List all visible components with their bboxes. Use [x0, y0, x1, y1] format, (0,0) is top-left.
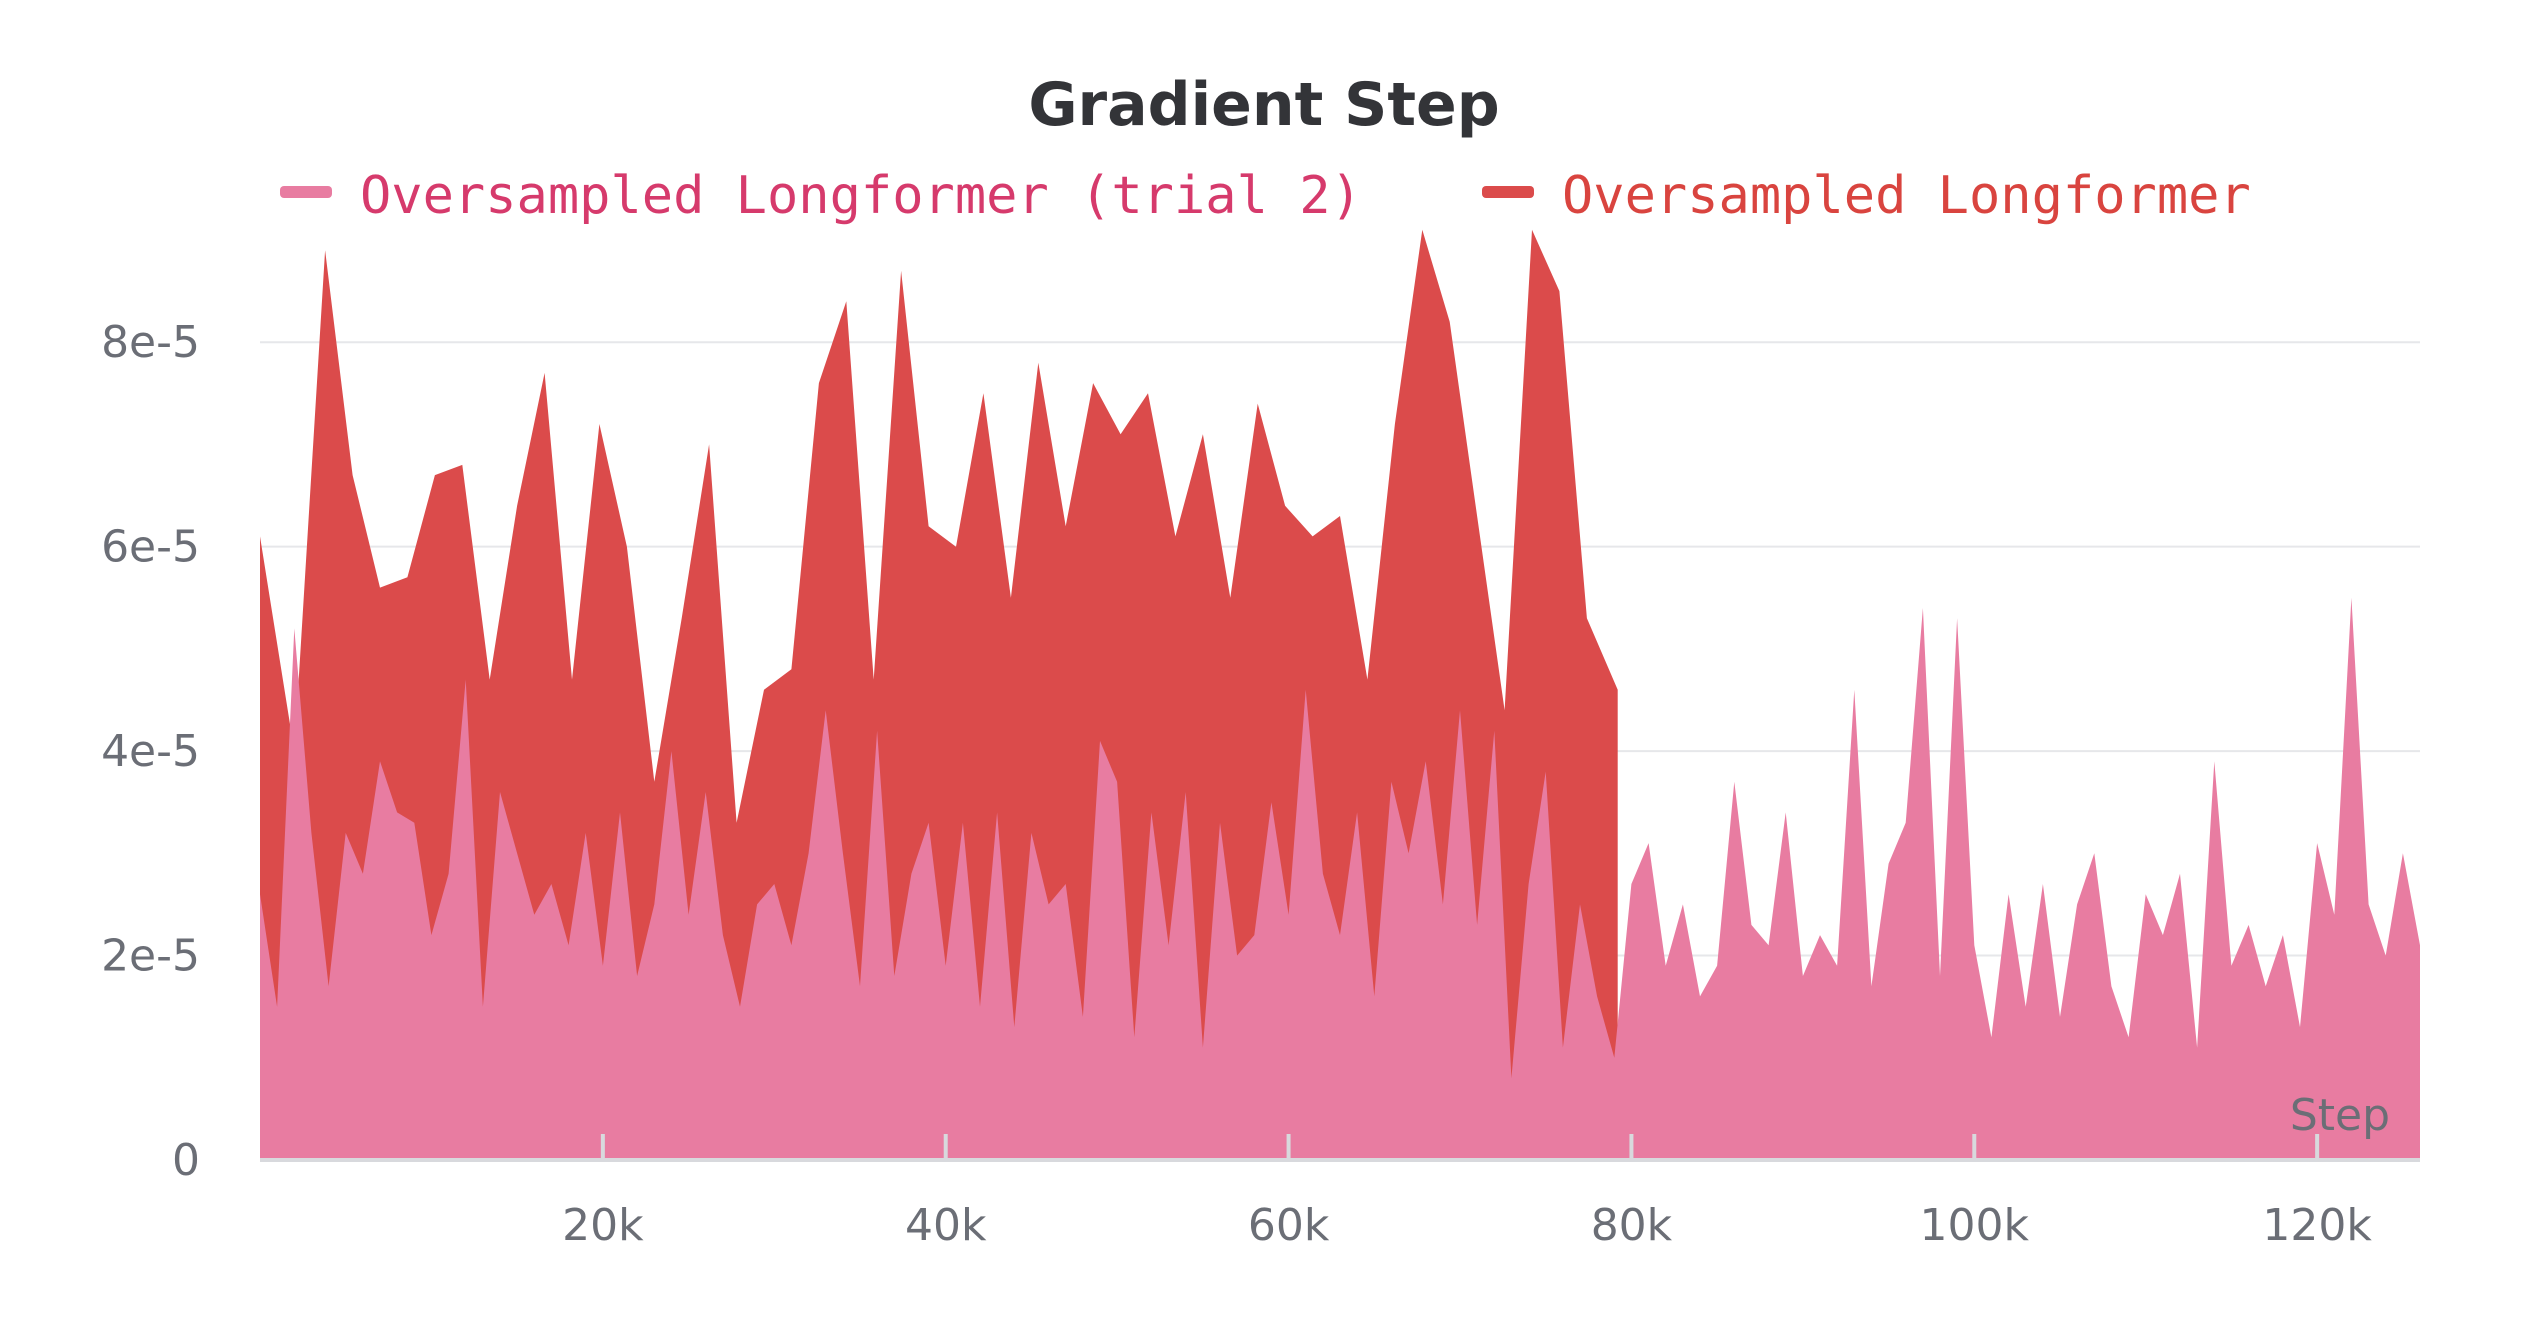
y-tick-label: 0	[172, 1135, 200, 1186]
legend-swatch-original	[1482, 186, 1534, 198]
x-tick-label: 100k	[1920, 1200, 2030, 1251]
y-tick-label: 6e-5	[101, 522, 200, 573]
legend-label-trial-2: Oversampled Longformer (trial 2)	[360, 166, 1362, 226]
legend-label-original: Oversampled Longformer	[1562, 166, 2251, 226]
x-tick-label: 20k	[562, 1200, 644, 1251]
legend-item-trial-2[interactable]: Oversampled Longformer (trial 2)	[280, 166, 1362, 226]
x-axis: 20k 40k 60k 80k 100k 120k	[260, 1134, 2420, 1251]
plot-areas	[260, 229, 2420, 1161]
area-series-1	[260, 597, 2420, 1160]
legend-item-original[interactable]: Oversampled Longformer	[1482, 166, 2251, 226]
y-axis-labels: 0 2e-5 4e-5 6e-5 8e-5	[101, 317, 200, 1186]
chart-title: Gradient Step	[1028, 70, 1499, 140]
x-tick-label: 60k	[1248, 1200, 1330, 1251]
y-tick-label: 8e-5	[101, 317, 200, 368]
x-tick-label: 80k	[1591, 1200, 1673, 1251]
legend: Oversampled Longformer (trial 2) Oversam…	[280, 166, 2251, 226]
x-axis-title: Step	[2290, 1090, 2390, 1141]
x-tick-label: 120k	[2262, 1200, 2372, 1251]
legend-swatch-trial-2	[280, 186, 332, 198]
y-tick-label: 2e-5	[101, 931, 200, 982]
y-tick-label: 4e-5	[101, 726, 200, 777]
x-tick-label: 40k	[905, 1200, 987, 1251]
